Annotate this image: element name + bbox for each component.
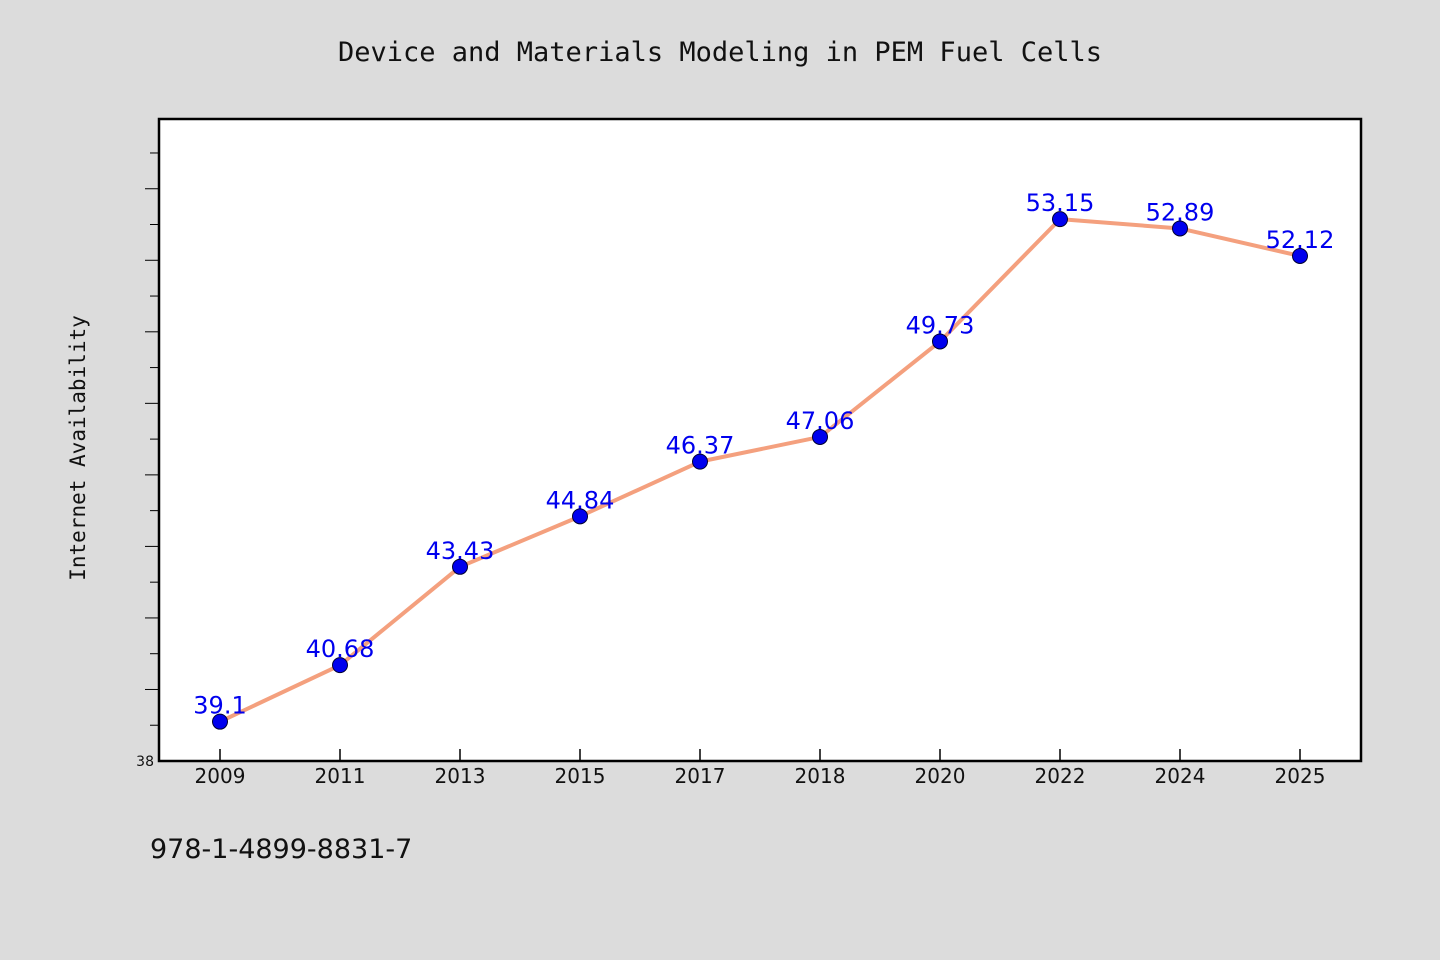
- isbn-text: 978-1-4899-8831-7: [150, 834, 413, 865]
- series-line: [218, 217, 1302, 724]
- data-point: [1292, 247, 1308, 264]
- data-point: [1172, 220, 1188, 237]
- x-tick-label: 2020: [915, 764, 966, 788]
- data-point: [212, 713, 228, 730]
- data-point: [572, 508, 588, 525]
- data-point: [1052, 211, 1068, 228]
- data-point: [452, 558, 468, 575]
- y-axis-ticks: 38: [136, 152, 159, 770]
- x-tick-label: 2015: [555, 764, 606, 788]
- x-tick-label: 2022: [1035, 764, 1086, 788]
- x-tick-label: 2018: [795, 764, 846, 788]
- chart-title: Device and Materials Modeling in PEM Fue…: [338, 37, 1102, 68]
- data-point: [812, 428, 828, 445]
- x-tick-label: 2017: [675, 764, 726, 788]
- x-tick-label: 2011: [315, 764, 366, 788]
- data-point: [932, 333, 948, 350]
- x-tick-label: 2009: [195, 764, 246, 788]
- x-tick-label: 2024: [1155, 764, 1206, 788]
- y-tick-label: 38: [136, 754, 154, 770]
- data-point: [332, 657, 348, 674]
- y-axis-label: Internet Availability: [66, 315, 90, 581]
- x-tick-label: 2025: [1275, 764, 1326, 788]
- x-axis-ticks: 2009 2011 2013 2015 2017 2018 2020 2022 2024 2025: [195, 749, 1326, 788]
- x-tick-label: 2013: [435, 764, 486, 788]
- data-point: [692, 453, 708, 470]
